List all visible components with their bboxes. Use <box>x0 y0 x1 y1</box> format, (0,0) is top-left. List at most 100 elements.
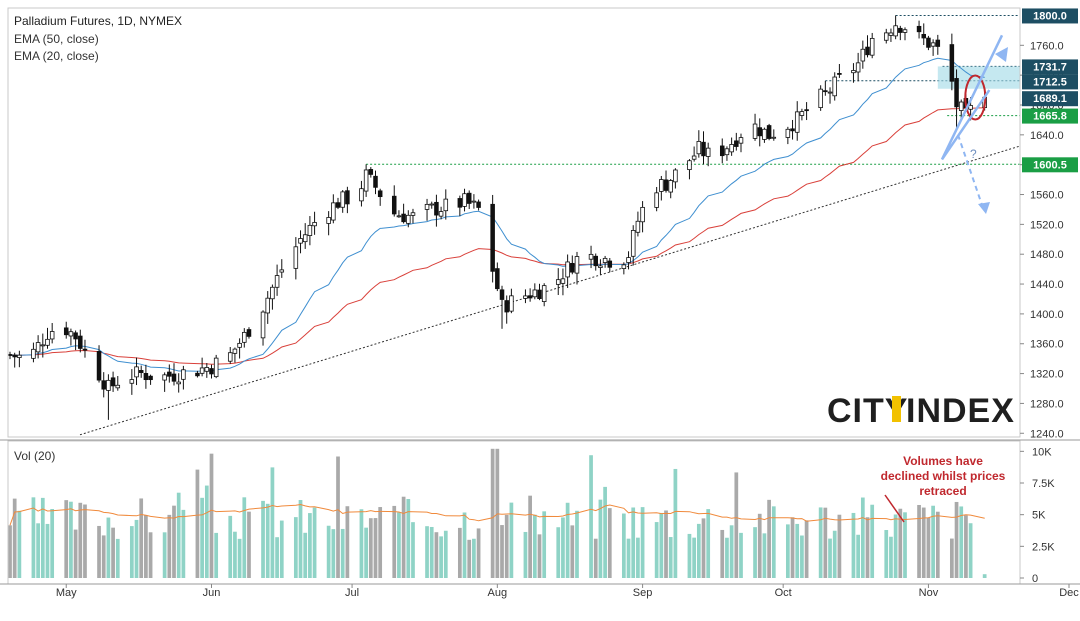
candle-body <box>804 109 809 112</box>
y-tick-label: 1760.0 <box>1030 40 1064 52</box>
candle-body <box>232 348 238 354</box>
candle-body <box>696 141 702 155</box>
candle-body <box>12 354 17 358</box>
candle-body <box>213 357 219 378</box>
candle-body <box>935 39 941 47</box>
x-tick-label: Nov <box>919 587 939 599</box>
candle-body <box>818 88 823 108</box>
volume-bar <box>97 525 101 578</box>
volume-bar <box>45 523 50 578</box>
candle-body <box>855 62 861 73</box>
vol-tick-label: 5K <box>1032 510 1046 522</box>
volume-bar <box>917 504 921 578</box>
candle-body <box>851 70 856 74</box>
projection-dashed <box>957 134 983 206</box>
candle-body <box>237 342 242 348</box>
volume-bar <box>837 514 842 578</box>
price-label-box <box>1022 91 1078 107</box>
volume-bar <box>509 502 514 578</box>
candle-body <box>949 44 955 82</box>
volume-bar <box>167 514 172 578</box>
volume-bar <box>312 507 317 578</box>
volume-bar <box>64 500 69 578</box>
candle-body <box>279 269 285 273</box>
y-tick-label: 1640.0 <box>1030 130 1064 142</box>
volume-bar <box>664 510 668 578</box>
volume-bar <box>706 509 711 578</box>
projection-arrowhead-up <box>995 47 1008 62</box>
candle-body <box>668 180 673 193</box>
volume-bar <box>411 522 415 578</box>
candle-body <box>438 211 444 217</box>
candle-body <box>574 256 580 274</box>
candle-body <box>687 160 692 171</box>
volume-bar <box>860 497 865 578</box>
y-tick-label: 1320.0 <box>1030 369 1064 381</box>
candle-body <box>363 169 369 192</box>
candle-body <box>82 348 88 351</box>
volume-bar <box>359 509 364 578</box>
volume-bar <box>968 523 973 578</box>
volume-bar <box>870 504 875 578</box>
volume-bar <box>195 469 200 578</box>
candle-body <box>167 371 172 377</box>
candle-body <box>701 141 706 157</box>
volume-bar <box>78 502 83 578</box>
volume-bar <box>36 523 40 578</box>
volume-bar <box>785 524 790 578</box>
candle-body <box>148 375 153 381</box>
candle-body <box>171 373 177 382</box>
candle-body <box>837 73 842 75</box>
vol-tick-label: 7.5K <box>1032 478 1055 490</box>
candle-body <box>209 368 214 375</box>
y-tick-label: 1520.0 <box>1030 219 1064 231</box>
volume-bar <box>720 529 725 578</box>
volume-bar <box>593 538 598 578</box>
volume-bar <box>889 536 893 578</box>
candle-body <box>504 300 509 313</box>
volume-annotation-line: retraced <box>919 484 966 498</box>
candle-body <box>869 37 875 56</box>
volume-bar <box>673 468 678 578</box>
price-label-box <box>1022 108 1078 124</box>
candle-body <box>138 370 144 374</box>
volume-bar <box>31 497 36 578</box>
volume-bar <box>12 498 17 578</box>
volume-bar <box>565 502 570 578</box>
candle-body <box>541 285 547 302</box>
volume-bar <box>757 513 762 578</box>
candle-body <box>115 384 121 389</box>
candle-body <box>883 32 889 41</box>
price-label-1665.8: 1665.8 <box>1033 111 1067 123</box>
candle-body <box>96 351 102 381</box>
candle-body <box>630 230 636 257</box>
volume-bar <box>261 500 265 578</box>
candle-body <box>265 297 270 314</box>
candle-body <box>368 169 374 175</box>
candle-body <box>143 373 149 381</box>
volume-bar <box>40 497 45 578</box>
volume-bar <box>701 518 706 578</box>
volume-bar <box>134 519 139 578</box>
candle-body <box>293 246 299 269</box>
candle-body <box>106 379 111 391</box>
projection-path <box>940 34 1004 161</box>
candle-body <box>785 128 791 138</box>
volume-bar <box>729 525 734 578</box>
volume-bar <box>129 526 134 578</box>
candle-body <box>7 354 13 356</box>
volume-bar <box>982 574 987 578</box>
volume-bar <box>228 515 233 578</box>
price-label-1600.5: 1600.5 <box>1033 159 1067 171</box>
candle-body <box>570 262 575 273</box>
volume-bar <box>696 523 701 578</box>
candle-body <box>162 374 167 381</box>
volume-bar <box>472 538 476 578</box>
candle-body <box>63 327 69 336</box>
candle-body <box>663 179 669 191</box>
volume-bar <box>687 533 692 578</box>
price-label-1689.1: 1689.1 <box>1033 93 1067 105</box>
volume-bar <box>106 517 111 578</box>
candle-body <box>532 289 538 298</box>
